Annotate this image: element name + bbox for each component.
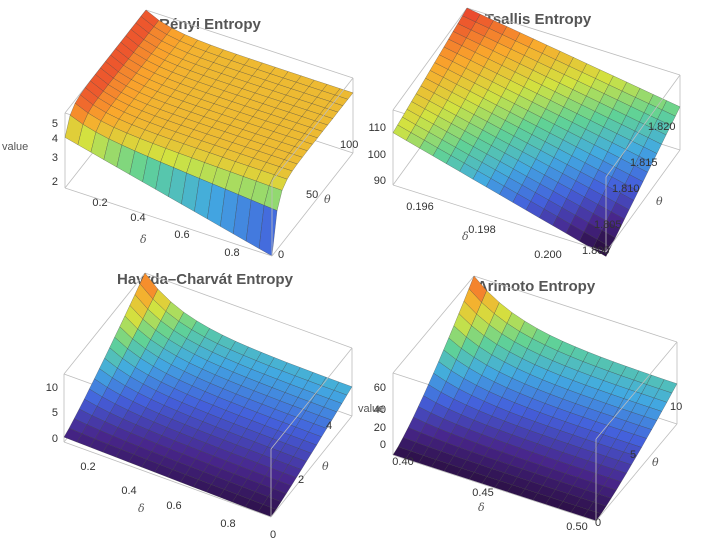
renyi-y-ticks: 0 50 100 (278, 139, 358, 261)
renyi-y-tick: 100 (340, 139, 358, 151)
tsallis-y-tick: 1.815 (630, 157, 658, 169)
tsallis-z-ticks: 90 100 110 (368, 122, 386, 187)
box-edge (270, 347, 353, 450)
havrda-y-tick: 4 (326, 420, 332, 432)
renyi-z-tick: 4 (52, 133, 58, 145)
havrda-y-label: θ (322, 460, 329, 473)
arimoto-x-label: δ (478, 501, 485, 514)
havrda-z-tick: 0 (52, 433, 58, 445)
havrda-x-tick: 0.8 (220, 518, 235, 530)
renyi-z-tick: 3 (52, 152, 58, 164)
arimoto-z-ticks: 0 20 40 60 (374, 382, 386, 451)
box-edge (271, 152, 354, 257)
tsallis-z-tick: 90 (374, 175, 386, 187)
arimoto-y-tick: 0 (595, 517, 601, 529)
renyi-z-ticks: 2 3 4 5 (52, 118, 58, 188)
tsallis-z-tick: 110 (368, 122, 386, 134)
renyi-y-tick: 0 (278, 249, 284, 261)
surface-cell (258, 205, 278, 257)
arimoto-z-label: value (358, 403, 384, 415)
tsallis-x-tick: 0.196 (406, 201, 434, 213)
arimoto-surface (392, 275, 678, 522)
surface-cell (592, 239, 611, 257)
box-edge (392, 7, 468, 111)
havrda-x-tick: 0.6 (166, 500, 181, 512)
box-edge (145, 9, 354, 79)
tsallis-y-tick: 1.820 (648, 121, 676, 133)
renyi-panel: Rényi Entropy 2 3 4 5 value 0.2 0.4 0.6 … (2, 9, 358, 261)
box-edge (271, 77, 354, 182)
arimoto-z-tick: 20 (374, 422, 386, 434)
renyi-x-label: δ (140, 233, 147, 246)
renyi-y-label: θ (324, 193, 331, 206)
havrda-y-ticks: 0 2 4 (270, 420, 332, 541)
havrda-surface (63, 272, 353, 518)
tsallis-title: Tsallis Entropy (485, 11, 592, 28)
box-edge (466, 7, 681, 76)
tsallis-x-label: δ (462, 230, 469, 243)
havrda-z-tick: 10 (46, 382, 58, 394)
renyi-x-tick: 0.4 (130, 212, 145, 224)
box-edge (473, 275, 678, 343)
tsallis-y-tick: 1.805 (594, 219, 622, 231)
havrda-y-tick: 0 (270, 529, 276, 541)
box-edge (595, 341, 678, 440)
havrda-x-tick: 0.2 (80, 461, 95, 473)
box-edge (64, 187, 273, 257)
havrda-panel: Havrda–Charvát Entropy 0 5 10 0.2 0.4 0.… (46, 271, 353, 541)
tsallis-y-tick: 1.800 (582, 245, 610, 257)
tsallis-y-label: θ (656, 195, 663, 208)
tsallis-x-tick: 0.200 (534, 249, 562, 261)
tsallis-y-ticks: 1.800 1.805 1.810 1.815 1.820 (582, 121, 676, 257)
arimoto-z-tick: 40 (374, 404, 386, 416)
tsallis-surface (392, 7, 681, 257)
arimoto-x-ticks: 0.40 0.45 0.50 (392, 456, 587, 533)
renyi-title: Rényi Entropy (159, 16, 261, 33)
box-edge (605, 149, 681, 253)
arimoto-y-tick: 5 (630, 449, 636, 461)
arimoto-y-ticks: 0 5 10 (595, 401, 682, 529)
tsallis-x-ticks: 0.196 0.198 0.200 (406, 201, 562, 261)
arimoto-y-label: θ (652, 456, 659, 469)
box-edge (63, 441, 272, 518)
havrda-x-ticks: 0.2 0.4 0.6 0.8 (80, 461, 235, 530)
arimoto-z-tick: 0 (380, 439, 386, 451)
havrda-z-tick: 5 (52, 407, 58, 419)
tsallis-z-tick: 100 (368, 149, 386, 161)
arimoto-z-tick: 60 (374, 382, 386, 394)
arimoto-x-tick: 0.50 (566, 521, 587, 533)
arimoto-y-tick: 10 (670, 401, 682, 413)
box-edge (392, 275, 475, 374)
box-edge (595, 423, 678, 522)
tsallis-x-tick: 0.198 (468, 224, 496, 236)
box-edge (605, 74, 681, 178)
box-edge (63, 272, 146, 375)
renyi-y-tick: 50 (306, 189, 318, 201)
havrda-y-tick: 2 (298, 474, 304, 486)
box-edge (270, 415, 353, 518)
box-edge (392, 184, 607, 253)
tsallis-y-tick: 1.810 (612, 183, 640, 195)
havrda-x-label: δ (138, 502, 145, 515)
renyi-x-tick: 0.2 (92, 197, 107, 209)
havrda-x-tick: 0.4 (121, 485, 136, 497)
renyi-x-ticks: 0.2 0.4 0.6 0.8 (92, 197, 239, 259)
arimoto-x-tick: 0.45 (472, 487, 493, 499)
renyi-z-tick: 2 (52, 176, 58, 188)
havrda-z-ticks: 0 5 10 (46, 382, 58, 445)
arimoto-panel: Arimoto Entropy 0 20 40 60 value 0.40 0.… (358, 275, 682, 533)
renyi-z-label: value (2, 141, 28, 153)
arimoto-x-tick: 0.40 (392, 456, 413, 468)
box-edge (392, 454, 597, 522)
tsallis-panel: Tsallis Entropy 90 100 110 0.196 0.198 0… (368, 7, 681, 261)
renyi-surface (64, 9, 354, 257)
renyi-x-tick: 0.6 (174, 229, 189, 241)
arimoto-title: Arimoto Entropy (477, 278, 596, 295)
renyi-z-tick: 5 (52, 118, 58, 130)
havrda-title: Havrda–Charvát Entropy (117, 271, 294, 288)
box-edge (144, 272, 353, 349)
renyi-x-tick: 0.8 (224, 247, 239, 259)
